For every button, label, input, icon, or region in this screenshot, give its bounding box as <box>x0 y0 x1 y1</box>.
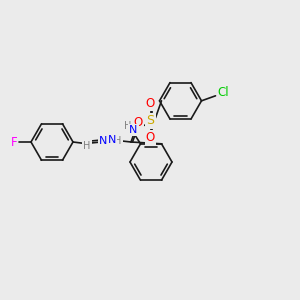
Text: N: N <box>129 125 138 135</box>
Text: Cl: Cl <box>218 86 229 99</box>
Text: O: O <box>134 116 142 128</box>
Text: O: O <box>146 97 155 110</box>
Text: H: H <box>83 141 91 151</box>
Text: N: N <box>99 136 107 146</box>
Text: H: H <box>124 121 131 131</box>
Text: H: H <box>114 136 122 146</box>
Text: O: O <box>146 131 155 144</box>
Text: F: F <box>11 136 17 148</box>
Text: S: S <box>146 114 154 127</box>
Text: N: N <box>108 135 116 145</box>
